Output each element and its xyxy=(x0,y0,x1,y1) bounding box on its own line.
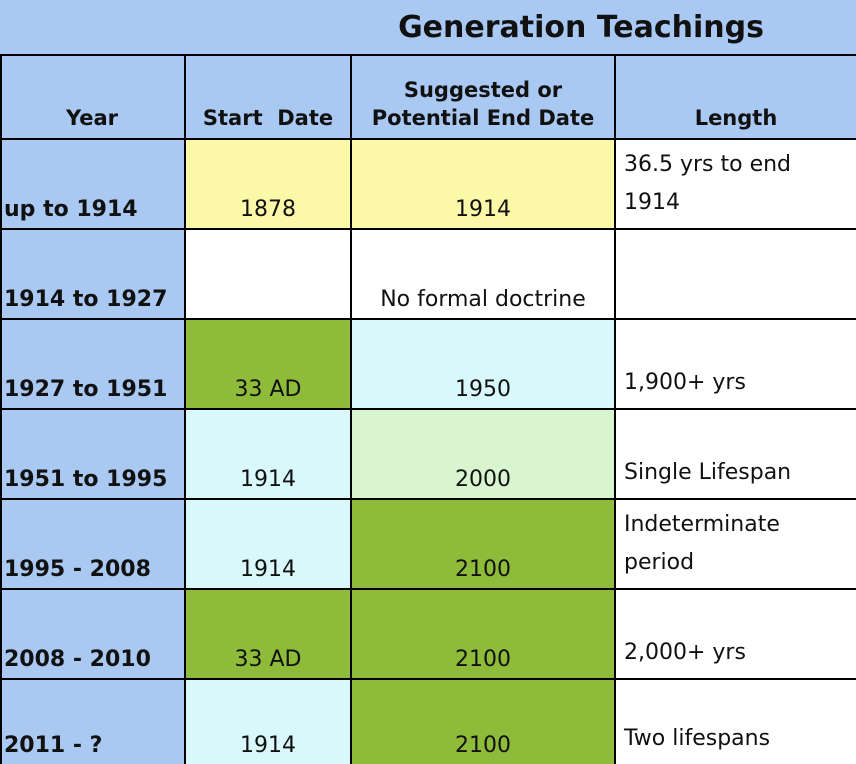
row-4-year: 1951 to 1995 xyxy=(0,410,184,498)
row-6-start: 33 AD xyxy=(186,590,350,678)
row-1-year: up to 1914 xyxy=(0,140,184,228)
row-2-start xyxy=(186,230,350,318)
header-end-label-line1: Suggested or xyxy=(403,78,563,102)
row-7-start: 1914 xyxy=(186,680,350,764)
row-5-start: 1914 xyxy=(186,500,350,588)
row-4-end: 2000 xyxy=(352,410,614,498)
row-1-length-line2: 1914 xyxy=(624,190,680,215)
row-3-start: 33 AD xyxy=(186,320,350,408)
row-7-length-line2: Two lifespans xyxy=(624,726,771,751)
header-year-label: Year xyxy=(65,106,119,130)
grid-line-h-header xyxy=(0,138,856,140)
grid-line-h-row5 xyxy=(0,588,856,590)
grid-line-v-end xyxy=(614,54,616,764)
table-title: Generation Teachings xyxy=(0,0,856,54)
row-3-end: 1950 xyxy=(352,320,614,408)
header-start-label: Start Date xyxy=(202,106,334,130)
row-6-length: 2,000+ yrs xyxy=(616,590,856,678)
row-1-end: 1914 xyxy=(352,140,614,228)
row-5-year: 1995 - 2008 xyxy=(0,500,184,588)
row-5-end: 2100 xyxy=(352,500,614,588)
header-end-date: Suggested or Potential End Date xyxy=(352,56,614,138)
row-7-length: Two lifespans xyxy=(616,680,856,764)
row-4-start: 1914 xyxy=(186,410,350,498)
header-length-label: Length xyxy=(694,106,778,130)
grid-line-h-row6 xyxy=(0,678,856,680)
row-6-end: 2100 xyxy=(352,590,614,678)
row-2-end: No formal doctrine xyxy=(352,230,614,318)
header-end-label-line2: Potential End Date xyxy=(371,106,595,130)
row-5-length-line1: Indeterminate xyxy=(624,512,780,537)
row-3-year: 1927 to 1951 xyxy=(0,320,184,408)
grid-line-v-start xyxy=(350,54,352,764)
grid-line-v-year xyxy=(184,54,186,764)
row-4-length: Single Lifespan xyxy=(616,410,856,498)
row-6-year: 2008 - 2010 xyxy=(0,590,184,678)
row-3-length: 1,900+ yrs xyxy=(616,320,856,408)
row-1-length: 36.5 yrs to end 1914 xyxy=(616,140,856,228)
row-2-year: 1914 to 1927 xyxy=(0,230,184,318)
grid-line-h-row3 xyxy=(0,408,856,410)
row-1-start: 1878 xyxy=(186,140,350,228)
row-4-length-line2: Single Lifespan xyxy=(624,460,792,485)
row-7-end: 2100 xyxy=(352,680,614,764)
row-5-length-line2: period xyxy=(624,550,695,575)
grid-line-h-row4 xyxy=(0,498,856,500)
row-5-length: Indeterminate period xyxy=(616,500,856,588)
header-year: Year xyxy=(0,56,184,138)
row-1-length-line1: 36.5 yrs to end xyxy=(624,152,792,177)
grid-line-v-left xyxy=(0,54,2,764)
grid-line-h-row2 xyxy=(0,318,856,320)
row-3-length-line2: 1,900+ yrs xyxy=(624,370,746,395)
header-start-date: Start Date xyxy=(186,56,350,138)
row-2-length xyxy=(616,230,856,318)
grid-line-h-row1 xyxy=(0,228,856,230)
row-7-year: 2011 - ? xyxy=(0,680,184,764)
row-6-length-line2: 2,000+ yrs xyxy=(624,640,746,665)
header-length: Length xyxy=(616,56,856,138)
grid-line-h-title xyxy=(0,54,856,56)
